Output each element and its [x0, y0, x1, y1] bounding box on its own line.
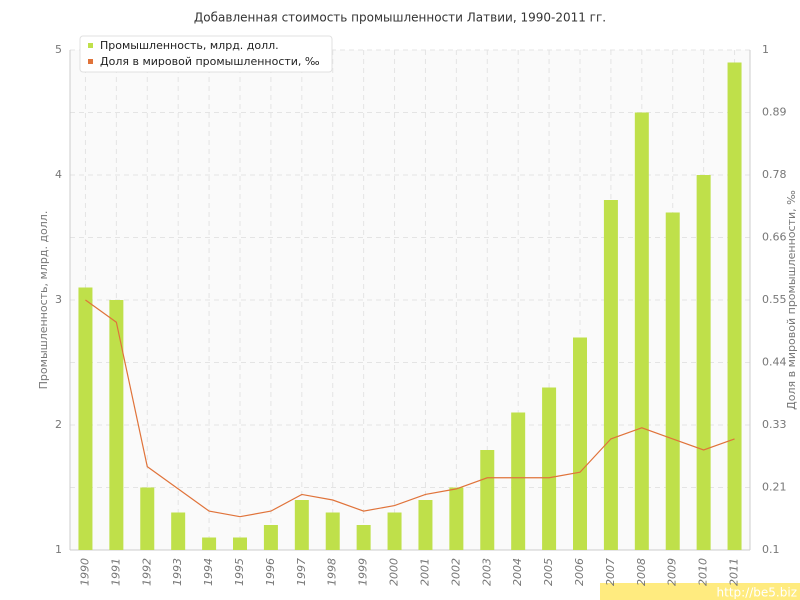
y-tick-label: 3	[55, 293, 62, 306]
y-axis-label: Промышленность, млрд. долл.	[37, 211, 50, 390]
bar	[140, 487, 155, 550]
x-tick-label: 2000	[388, 558, 401, 586]
x-tick-label: 1990	[78, 558, 91, 586]
bar	[727, 62, 742, 550]
y2-axis-label: Доля в мировой промышленности, ‰	[785, 190, 798, 410]
bar	[696, 175, 711, 550]
bar	[325, 512, 340, 550]
x-tick-label: 1994	[202, 558, 215, 586]
bar	[573, 337, 587, 550]
x-tick-label: 2001	[418, 558, 431, 586]
y2-tick-label: 0.55	[762, 293, 787, 306]
x-tick-label: 1998	[326, 558, 339, 586]
x-tick-label: 1997	[295, 558, 308, 586]
bar	[542, 387, 557, 550]
bar	[294, 500, 309, 550]
legend-label: Промышленность, млрд. долл.	[100, 39, 279, 52]
legend-box	[79, 35, 333, 73]
y2-tick-label: 0.44	[762, 356, 787, 369]
bar	[233, 537, 247, 550]
y2-tick-label: 0.66	[762, 231, 787, 244]
x-tick-label: 2004	[511, 558, 524, 586]
y-tick-label: 4	[55, 168, 62, 181]
x-tick-label: 2009	[666, 558, 679, 586]
bar	[603, 200, 618, 550]
x-tick-label: 1991	[109, 558, 122, 586]
x-tick-label: 1996	[264, 558, 277, 586]
x-tick-label: 1993	[171, 558, 184, 586]
x-tick-label: 2005	[542, 558, 555, 586]
y2-tick-label: 0.78	[762, 168, 787, 181]
x-tick-label: 2008	[635, 558, 648, 586]
bar	[511, 412, 526, 550]
watermark-bg	[600, 583, 800, 600]
legend-label: Доля в мировой промышленности, ‰	[100, 55, 320, 68]
bar	[480, 450, 495, 550]
x-tick-label: 2007	[604, 558, 617, 586]
bar	[109, 300, 124, 550]
watermark: http://be5.biz	[717, 586, 797, 600]
legend-swatch	[88, 59, 93, 64]
x-tick-label: 1995	[233, 558, 246, 586]
y-tick-label: 5	[55, 43, 62, 56]
y2-tick-label: 0.33	[762, 418, 787, 431]
bar	[202, 537, 217, 550]
x-tick-label: 1992	[140, 558, 153, 586]
bar	[418, 500, 433, 550]
x-tick-label: 2010	[697, 558, 710, 586]
x-tick-label: 2011	[728, 558, 741, 586]
x-tick-label: 2002	[449, 558, 462, 586]
y-tick-label: 1	[55, 543, 62, 556]
bar	[263, 525, 278, 550]
bar	[387, 512, 402, 550]
x-tick-label: 2006	[573, 558, 586, 586]
bar	[356, 525, 371, 550]
x-tick-label: 2003	[480, 558, 493, 586]
bar	[78, 287, 93, 550]
chart-title: Добавленная стоимость промышленности Лат…	[194, 11, 606, 25]
bar	[665, 212, 680, 550]
x-tick-label: 1999	[357, 558, 370, 586]
y2-tick-label: 0.89	[762, 106, 787, 119]
legend-swatch	[88, 43, 93, 48]
y-tick-label: 2	[55, 418, 62, 431]
line	[85, 299, 735, 518]
y2-tick-label: 1	[762, 43, 769, 56]
bar	[171, 512, 186, 550]
bar	[634, 112, 649, 550]
bar	[449, 487, 464, 550]
y2-tick-label: 0.1	[762, 543, 780, 556]
y2-tick-label: 0.21	[762, 481, 787, 494]
